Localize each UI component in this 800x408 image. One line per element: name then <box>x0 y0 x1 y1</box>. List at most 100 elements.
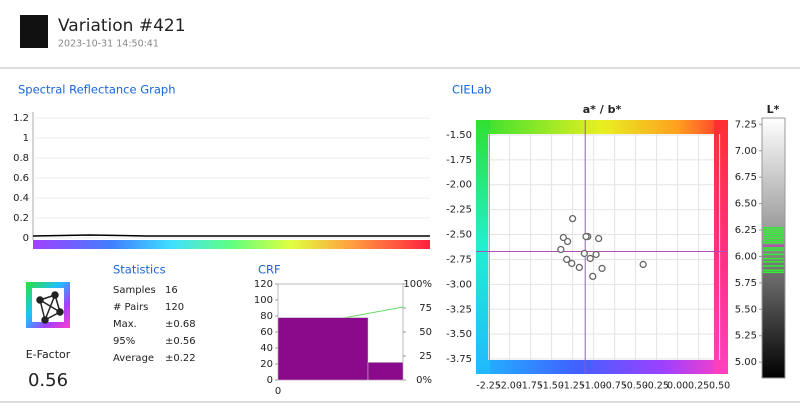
frame <box>714 120 728 374</box>
statistics: Samples 16 # Pairs 120 Max. ±0.68 95% ±0.56 Aver… <box>113 285 196 364</box>
stat-value: ±0.56 <box>165 336 196 347</box>
point <box>598 264 606 273</box>
point <box>563 255 571 264</box>
y-tick-label: 100 <box>254 295 273 306</box>
section-title: Statistics <box>113 263 166 277</box>
bar <box>277 317 369 381</box>
stat-label: # Pairs <box>113 302 148 313</box>
point <box>594 234 603 243</box>
point <box>580 249 589 258</box>
y2-tick-label: 25 <box>419 351 432 362</box>
y-tick-label: 0 <box>23 233 29 244</box>
y-tick-label: 6.75 <box>735 172 757 183</box>
y-tick-label: 80 <box>260 311 273 322</box>
x-tick-label: -0.75 <box>602 381 627 392</box>
y2-tick-label: 0% <box>416 375 432 386</box>
point <box>568 259 576 268</box>
point <box>586 254 594 263</box>
y-tick-label: -3.00 <box>446 279 472 290</box>
point <box>557 245 565 254</box>
y-tick-label: -3.50 <box>446 329 472 340</box>
y-tick-label: 20 <box>260 359 273 370</box>
y-tick-label: -1.50 <box>446 130 472 141</box>
y-tick-label: 5.25 <box>735 331 757 342</box>
y-tick-label: 5.50 <box>735 304 757 315</box>
efactor-label: E-Factor <box>26 348 71 361</box>
y-tick-label: 0 <box>267 375 273 386</box>
y-tick-label: -3.75 <box>446 354 472 365</box>
frame <box>476 120 728 134</box>
y-tick-label: 0.6 <box>13 173 29 184</box>
x-tick-label: 0.25 <box>688 381 709 392</box>
section-title: CIELab <box>452 83 491 97</box>
y-tick-label: 60 <box>260 327 273 338</box>
y-tick-label: 0.4 <box>13 193 29 204</box>
plot <box>476 120 728 374</box>
x-tick-label: -1.75 <box>518 381 543 392</box>
cumulative-line <box>345 306 404 319</box>
frame <box>476 360 728 374</box>
x-tick-label: -1.00 <box>581 381 606 392</box>
y-tick-label: 0.8 <box>13 153 29 164</box>
stat-label: Samples <box>113 285 156 296</box>
section-title: Spectral Reflectance Graph <box>18 83 176 97</box>
stat-label: Max. <box>113 319 137 330</box>
y-tick-label: -1.75 <box>446 155 472 166</box>
stat-value: ±0.68 <box>165 319 196 330</box>
y-tick-label: 1 <box>23 133 29 144</box>
y-tick-label: 5.75 <box>735 278 757 289</box>
x-tick-label: -2.00 <box>497 381 522 392</box>
title: Variation #421 <box>58 16 186 36</box>
timestamp: 2023-10-31 14:50:41 <box>58 39 159 50</box>
bar <box>367 362 404 381</box>
y-tick-label: 7.25 <box>735 119 757 130</box>
y-tick-label: 120 <box>254 279 273 290</box>
x-tick-label: -0.25 <box>644 381 669 392</box>
y-tick-label: -2.50 <box>446 230 472 241</box>
point <box>575 263 583 272</box>
efactor-value: 0.56 <box>28 370 68 391</box>
y2-tick-label: 100% <box>403 279 432 290</box>
plot-title: a* / b* <box>583 103 622 116</box>
point <box>589 272 597 281</box>
y-tick-label: -2.25 <box>446 205 472 216</box>
swatch <box>20 15 48 48</box>
point <box>592 250 600 259</box>
section-title: CRF <box>258 263 281 277</box>
stat-value: ±0.22 <box>165 353 196 364</box>
y-tick-label: 6.25 <box>735 225 757 236</box>
x-tick-label: -0.50 <box>623 381 648 392</box>
y-tick-label: 7.00 <box>735 146 757 157</box>
stat-label: Average <box>113 353 154 364</box>
x-tick-label: 0 <box>275 386 281 397</box>
point <box>559 233 568 242</box>
stat-label: 95% <box>113 336 135 347</box>
y-tick-label: 6.00 <box>735 251 757 262</box>
y2-tick-label: 50 <box>419 327 432 338</box>
y-tick-label: 1.2 <box>13 113 29 124</box>
point <box>568 214 577 223</box>
frame <box>476 120 490 374</box>
y2-tick-label: 75 <box>419 303 432 314</box>
y-tick-label: 6.50 <box>735 199 757 210</box>
y-tick-label: 40 <box>260 343 273 354</box>
spectrum-bar <box>33 240 430 249</box>
y-tick-label: -3.25 <box>446 304 472 315</box>
y-tick-label: 5.00 <box>735 357 757 368</box>
x-tick-label: 0.50 <box>709 381 730 392</box>
x-tick-label: -1.25 <box>560 381 585 392</box>
line <box>32 234 430 237</box>
y-tick-label: -2.75 <box>446 254 472 265</box>
y-tick-label: 0.2 <box>13 213 29 224</box>
x-tick-label: -2.25 <box>476 381 501 392</box>
stat-value: 16 <box>165 285 178 296</box>
point <box>582 232 590 241</box>
point <box>563 237 572 246</box>
point <box>639 260 647 269</box>
y-tick-label: -2.00 <box>446 180 472 191</box>
x-tick-label: 0.00 <box>667 381 688 392</box>
plot-title: L* <box>767 103 780 116</box>
efactor-icon <box>36 291 64 324</box>
plot-area <box>490 134 714 360</box>
